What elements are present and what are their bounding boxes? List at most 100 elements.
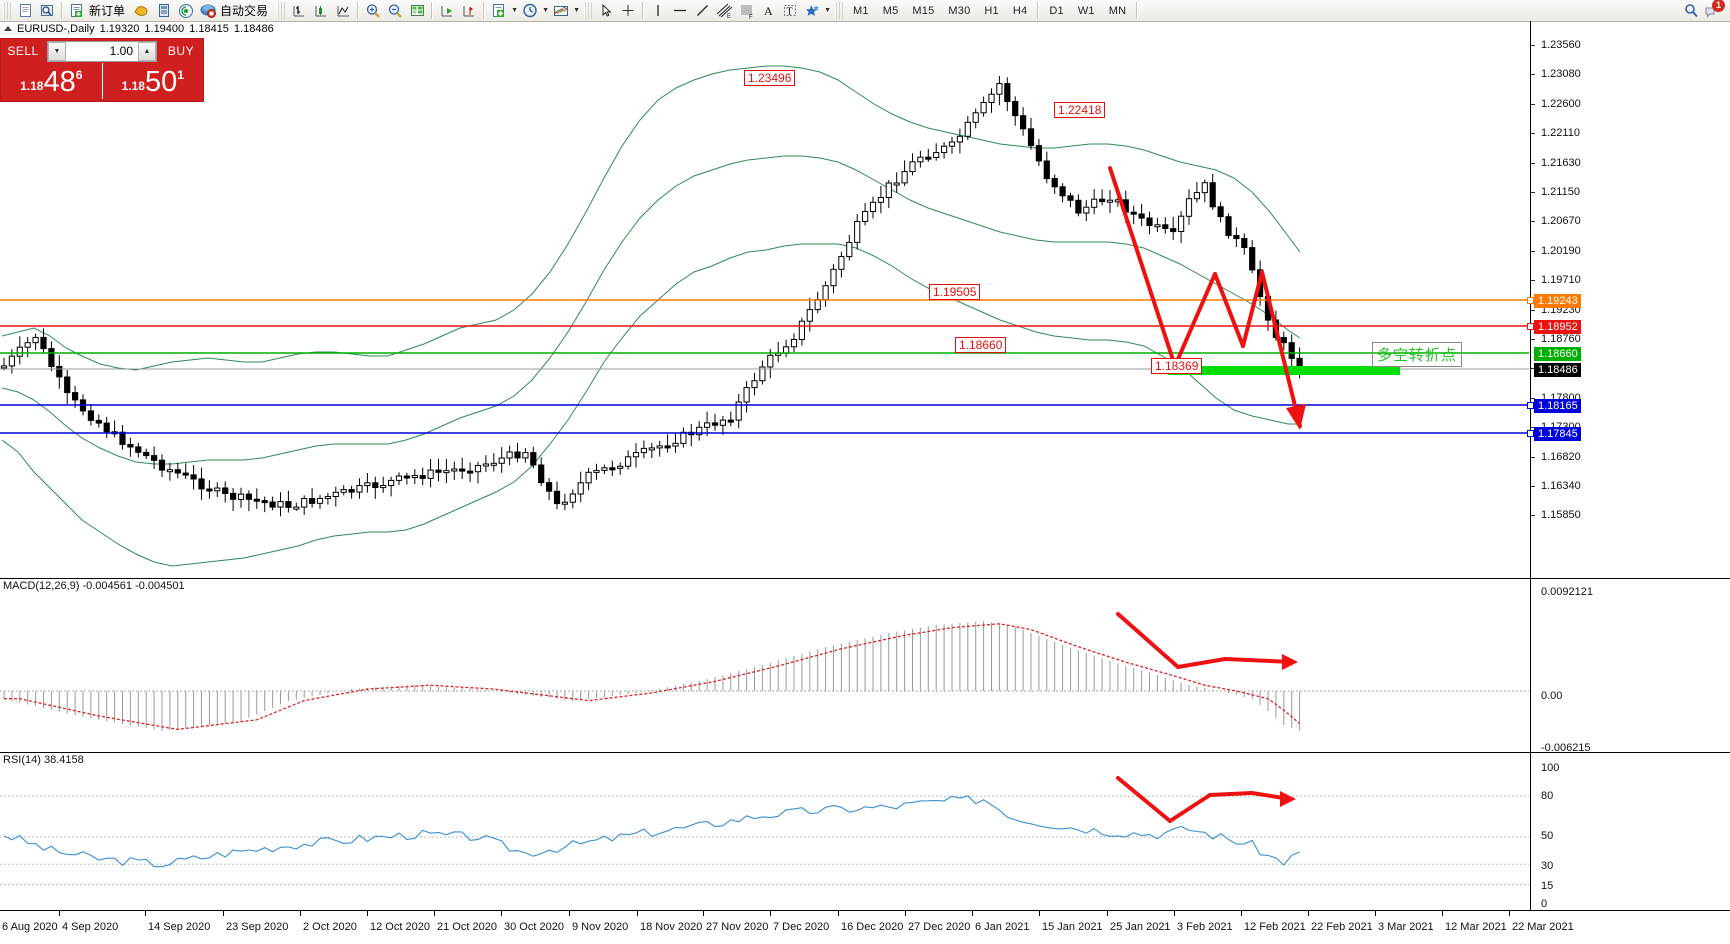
autotrading-icon[interactable] [197, 1, 219, 20]
bar-chart-icon[interactable] [288, 1, 310, 20]
chevron-down-icon-period[interactable]: ▼ [542, 7, 549, 14]
timeframe-h4[interactable]: H4 [1012, 4, 1028, 17]
chevron-down-icon-indicators[interactable]: ▼ [573, 7, 580, 14]
time-axis-tick: 12 Feb 2021 [1244, 921, 1306, 933]
terminal-icon[interactable] [153, 1, 175, 20]
price-axis-tick: 1.19710 [1541, 274, 1581, 287]
timeframe-d1[interactable]: D1 [1049, 4, 1064, 17]
rsi-axis-tick: 50 [1541, 830, 1554, 842]
notification-badge: 1 [1712, 0, 1725, 12]
price-tag-red-level[interactable]: 1.18952 [1534, 320, 1581, 334]
price-axis-tickmark [1531, 515, 1535, 517]
sell-price[interactable]: 1.18 48 6 [1, 63, 103, 99]
timeframe-m5[interactable]: M5 [882, 4, 899, 17]
time-axis-tickmark [367, 911, 368, 916]
toolbar-grip-2[interactable] [277, 2, 286, 19]
time-axis-tickmark [59, 911, 60, 916]
toolbar-grip[interactable] [3, 2, 11, 19]
time-axis-tickmark [145, 911, 146, 916]
line-chart-icon[interactable] [332, 1, 354, 20]
time-axis-tickmark [1509, 911, 1510, 916]
toolbar-grip-4[interactable] [835, 2, 844, 19]
buy-button[interactable]: BUY [167, 44, 195, 58]
data-window-icon[interactable] [406, 1, 428, 20]
price-callout-1: 1.23496 [744, 70, 796, 86]
zoom-out-icon[interactable] [384, 1, 406, 20]
price-tag-last-price[interactable]: 1.18486 [1534, 363, 1581, 377]
trendline-icon[interactable] [691, 1, 713, 20]
indicator-list-icon[interactable] [550, 1, 572, 20]
price-axis-tickmark [1531, 280, 1535, 282]
new-order-label[interactable]: 新订单 [89, 4, 126, 18]
search-icon[interactable] [1680, 1, 1702, 20]
period-icon[interactable] [519, 1, 541, 20]
timeframe-h1[interactable]: H1 [984, 4, 999, 17]
volume-input[interactable]: ▼ 1.00 ▲ [47, 40, 157, 62]
level-handle[interactable] [1527, 402, 1534, 409]
alerts-icon[interactable]: 1 [1702, 0, 1725, 20]
profiles-icon[interactable] [36, 1, 58, 20]
price-tag-green-level[interactable]: 1.18660 [1534, 347, 1581, 361]
price-axis-tickmark [1531, 427, 1535, 429]
text-box-icon[interactable]: T [779, 1, 801, 20]
price-chart-pane[interactable]: 1.23496 1.22418 1.19505 1.18660 1.18369 … [0, 36, 1730, 578]
toolbar-grip-3[interactable] [584, 2, 593, 19]
time-axis-tick: 3 Feb 2021 [1177, 921, 1233, 933]
cursor-icon[interactable] [595, 1, 617, 20]
toolbar-separator-4 [483, 2, 486, 19]
shift-end-icon[interactable] [436, 1, 458, 20]
fibonacci-icon[interactable]: F [735, 1, 757, 20]
volume-value[interactable]: 1.00 [109, 44, 133, 58]
timeframe-m30[interactable]: M30 [948, 4, 971, 17]
price-axis-tick: 1.16340 [1541, 480, 1581, 492]
level-handle[interactable] [1527, 323, 1534, 330]
sell-price-sup: 6 [75, 68, 83, 82]
macd-axis-tick: 0.0092121 [1541, 586, 1593, 598]
zoom-in-icon[interactable] [362, 1, 384, 20]
new-order-icon[interactable] [66, 1, 88, 20]
templates-icon[interactable] [488, 1, 510, 20]
timeframe-w1[interactable]: W1 [1077, 4, 1095, 17]
auto-scroll-icon[interactable] [458, 1, 480, 20]
crosshair-icon[interactable] [617, 1, 639, 20]
macd-arrows [1116, 612, 1298, 670]
price-axis-tickmark [1531, 162, 1535, 164]
time-axis-tick: 25 Jan 2021 [1110, 921, 1171, 933]
rsi-pane[interactable]: RSI(14) 38.4158 [0, 752, 1730, 910]
level-handle[interactable] [1527, 430, 1534, 437]
time-axis-tick: 18 Nov 2020 [640, 921, 703, 933]
candlestick-chart-icon[interactable] [310, 1, 332, 20]
shapes-icon[interactable] [801, 1, 823, 20]
signals-icon[interactable] [175, 1, 197, 20]
vertical-line-icon[interactable] [647, 1, 669, 20]
autotrading-label[interactable]: 自动交易 [220, 4, 269, 18]
chevron-down-icon-shapes[interactable]: ▼ [824, 7, 831, 14]
time-axis-tick: 21 Oct 2020 [437, 921, 497, 933]
level-handle[interactable] [1527, 297, 1534, 304]
rsi-axis-tick: 30 [1541, 860, 1554, 872]
price-tag-orange-level[interactable]: 1.19243 [1534, 294, 1581, 308]
one-click-trade-panel[interactable]: SELL ▼ 1.00 ▲ BUY 1.18 48 6 1.18 50 1 [0, 38, 204, 102]
horizontal-line-icon[interactable] [669, 1, 691, 20]
volume-dropdown-icon[interactable]: ▼ [48, 41, 66, 61]
time-axis-tickmark [223, 911, 224, 916]
timeframe-mn[interactable]: MN [1108, 4, 1127, 17]
svg-text:E: E [727, 14, 731, 19]
macd-pane[interactable]: MACD(12,26,9) -0.004561 -0.004501 [0, 578, 1730, 752]
time-axis[interactable]: 6 Aug 2020 4 Sep 2020 14 Sep 2020 23 Sep 20… [0, 910, 1730, 944]
volume-up-icon[interactable]: ▲ [138, 41, 156, 61]
buy-price[interactable]: 1.18 50 1 [103, 63, 204, 99]
text-label-icon[interactable]: A [757, 1, 779, 20]
price-tag-blue-level[interactable]: 1.18165 [1534, 399, 1581, 413]
equidistant-channel-icon[interactable]: E [713, 1, 735, 20]
time-axis-tick: 7 Dec 2020 [773, 921, 830, 933]
sell-button[interactable]: SELL [7, 44, 39, 58]
macd-axis-tick: -0.006215 [1541, 742, 1591, 754]
new-chart-icon[interactable] [14, 1, 36, 20]
time-axis-tick: 30 Oct 2020 [504, 921, 564, 933]
price-tag-blue-level[interactable]: 1.17845 [1534, 427, 1581, 441]
chevron-down-icon-templates[interactable]: ▼ [511, 7, 518, 14]
timeframe-m15[interactable]: M15 [912, 4, 935, 17]
timeframe-m1[interactable]: M1 [853, 4, 869, 17]
expert-advisors-icon[interactable] [131, 1, 153, 20]
